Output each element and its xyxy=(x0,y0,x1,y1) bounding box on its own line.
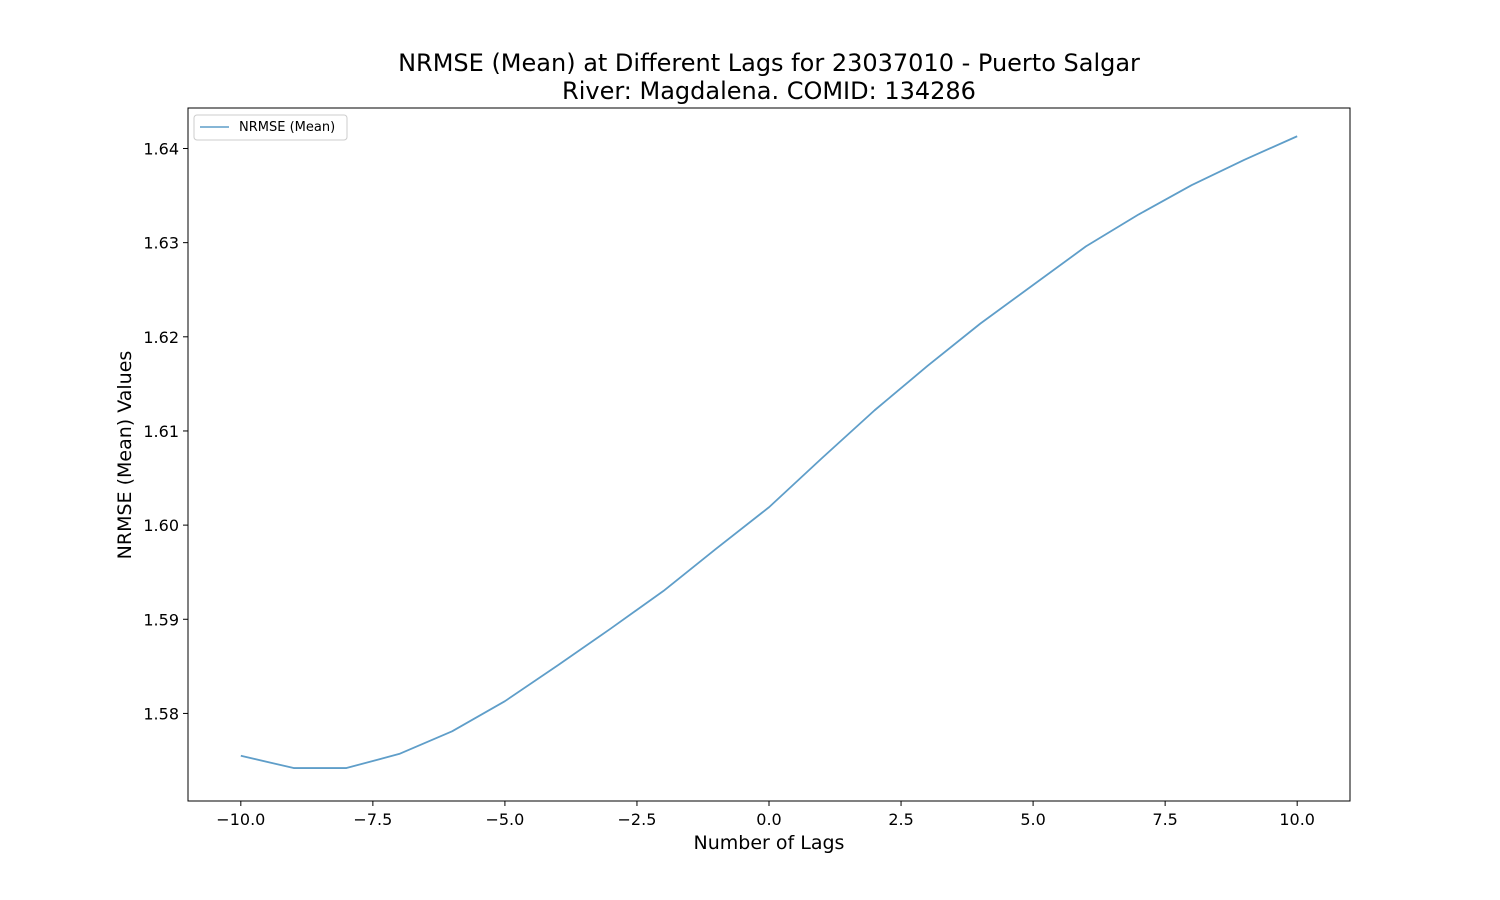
x-axis-label: Number of Lags xyxy=(694,832,845,854)
x-tick-label: 10.0 xyxy=(1279,810,1315,829)
x-axis-ticks: −10.0 −7.5 −5.0 −2.5 0.0 2.5 5.0 7.5 10.0 xyxy=(216,801,1315,829)
y-tick-label: 1.59 xyxy=(143,610,179,629)
x-tick-label: −5.0 xyxy=(485,810,524,829)
y-axis-ticks: 1.58 1.59 1.60 1.61 1.62 1.63 1.64 xyxy=(143,139,188,723)
x-tick-label: 5.0 xyxy=(1020,810,1045,829)
x-tick-label: 0.0 xyxy=(756,810,781,829)
chart-subtitle: River: Magdalena. COMID: 134286 xyxy=(562,77,976,105)
legend-label: NRMSE (Mean) xyxy=(239,120,335,135)
x-tick-label: −2.5 xyxy=(618,810,657,829)
y-tick-label: 1.62 xyxy=(143,328,179,347)
legend-box xyxy=(193,114,348,141)
x-tick-label: 2.5 xyxy=(888,810,913,829)
y-axis-label: NRMSE (Mean) Values xyxy=(114,351,136,560)
y-tick-label: 1.63 xyxy=(143,234,179,253)
y-tick-label: 1.61 xyxy=(143,422,179,441)
y-tick-label: 1.60 xyxy=(143,516,179,535)
series-line-0 xyxy=(240,135,1298,769)
y-tick-label: 1.58 xyxy=(143,704,179,723)
plot-frame xyxy=(187,107,1351,802)
legend: NRMSE (Mean) xyxy=(193,114,348,141)
series-layer xyxy=(240,135,1298,769)
x-tick-label: 7.5 xyxy=(1152,810,1177,829)
chart-title: NRMSE (Mean) at Different Lags for 23037… xyxy=(398,49,1140,77)
y-tick-label: 1.64 xyxy=(143,139,179,158)
x-tick-label: −7.5 xyxy=(353,810,392,829)
x-tick-label: −10.0 xyxy=(216,810,265,829)
